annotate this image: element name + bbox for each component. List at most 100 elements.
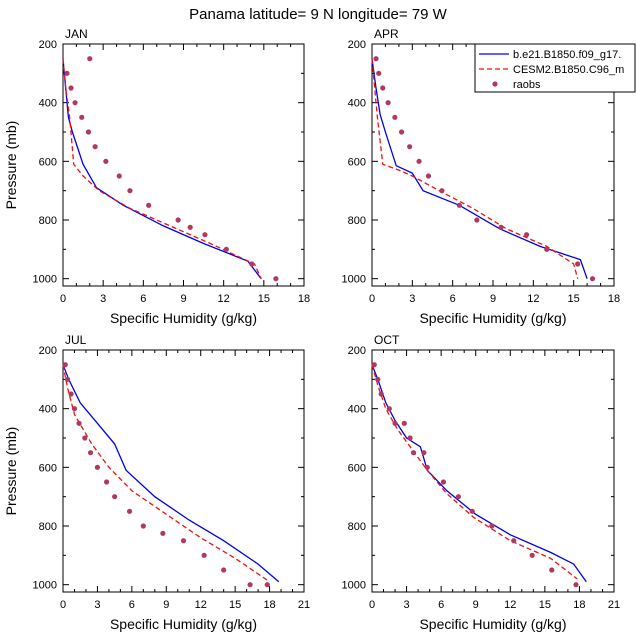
y-axis-label: Pressure (mb) [3,427,19,516]
raobs-point [524,232,530,238]
raobs-point [76,420,82,426]
raobs-point [401,420,407,426]
raobs-point [146,202,152,208]
raobs-point [410,450,417,456]
raobs-point [175,217,181,223]
y-tick-label: 600 [39,156,57,168]
raobs-point [79,114,85,120]
x-tick-label: 15 [539,599,551,611]
x-tick-label: 6 [129,599,135,611]
y-tick-label: 200 [39,39,57,51]
raobs-point [456,202,462,208]
panel-apr: 0 3 6 9 12 15 18 200 400 600 800 1000 APR Specific Hu… [342,27,621,326]
series-line-model-b [62,58,262,279]
raobs-point [140,523,146,529]
raobs-point [378,391,384,397]
y-tick-label: 200 [348,39,366,51]
legend-label: CESM2.B1850.C96_m [513,64,624,76]
raobs-point [573,582,579,588]
panel-title: OCT [374,333,400,347]
raobs-point [474,217,480,223]
raobs-point [180,538,187,544]
x-tick-label: 0 [369,599,375,611]
panel-title: JUL [65,333,87,347]
raobs-point [247,582,253,588]
legend-label: b.e21.B1850.f09_g17. [513,49,621,61]
x-axis-label: Specific Humidity (g/kg) [110,310,257,326]
raobs-point [85,129,92,135]
x-axis-label: Specific Humidity (g/kg) [110,616,257,632]
y-tick-label: 600 [348,156,366,168]
panel-title: JAN [65,27,88,41]
raobs-point [407,435,413,441]
x-tick-label: 15 [229,599,241,611]
raobs-point [71,406,78,412]
raobs-point [439,188,445,194]
raobs-point [375,376,381,382]
y-tick-label: 800 [348,521,366,533]
raobs-point [92,144,98,150]
raobs-point [407,144,413,150]
x-tick-label: 15 [258,293,270,305]
x-axis-label: Specific Humidity (g/kg) [419,616,566,632]
y-axis-label: Pressure (mb) [3,121,19,210]
series-line-model-b [371,58,579,279]
raobs-point [498,224,504,230]
raobs-point [202,232,208,238]
raobs-point [373,56,379,62]
raobs-point [68,85,74,91]
raobs-point [380,85,386,91]
raobs-point [416,158,422,164]
raobs-point [511,538,517,544]
raobs-point [589,276,596,282]
raobs-point [87,56,93,62]
x-tick-label: 0 [369,293,375,305]
y-tick-label: 800 [348,215,366,227]
legend-marker [492,81,498,87]
x-tick-label: 18 [263,599,275,611]
raobs-point [201,552,207,558]
y-tick-label: 600 [39,462,57,474]
series-line-model-a [62,364,280,583]
x-tick-label: 12 [504,599,516,611]
raobs-point [264,582,270,588]
raobs-point [549,567,555,573]
raobs-point [575,261,581,267]
y-tick-label: 800 [39,215,57,227]
raobs-point [72,100,78,106]
x-tick-label: 9 [180,293,186,305]
raobs-point [187,224,193,230]
raobs-point [104,479,110,485]
raobs-point [64,376,71,382]
y-tick-label: 1000 [342,274,366,286]
series-line-model-b [371,364,578,580]
plot-frame [371,349,615,593]
x-tick-label: 18 [298,293,310,305]
raobs-point [273,276,279,282]
raobs-point [87,450,94,456]
raobs-point [392,114,398,120]
legend-box [474,43,636,93]
y-tick-label: 1000 [342,580,366,592]
y-tick-label: 400 [39,98,57,110]
y-tick-label: 1000 [33,580,57,592]
raobs-point [62,362,68,368]
raobs-point [489,523,495,529]
panel-oct: 0 3 6 9 12 15 18 21 200 400 600 800 1000 OCT Specific … [342,333,621,632]
raobs-point [376,70,382,76]
raobs-point [160,530,166,536]
x-tick-label: 3 [100,293,106,305]
x-tick-label: 21 [298,599,310,611]
y-tick-label: 400 [348,98,366,110]
raobs-point [392,420,398,426]
panel-jul: 0 3 6 9 12 15 18 21 200 400 600 800 1000 JUL Specific … [3,333,310,632]
x-axis-label: Specific Humidity (g/kg) [419,310,566,326]
plot-frame [62,349,305,593]
x-tick-label: 9 [490,293,496,305]
raobs-point [529,552,535,558]
panel-title: APR [374,27,399,41]
x-tick-label: 3 [404,599,410,611]
raobs-point [221,567,227,573]
raobs-point [94,464,101,470]
